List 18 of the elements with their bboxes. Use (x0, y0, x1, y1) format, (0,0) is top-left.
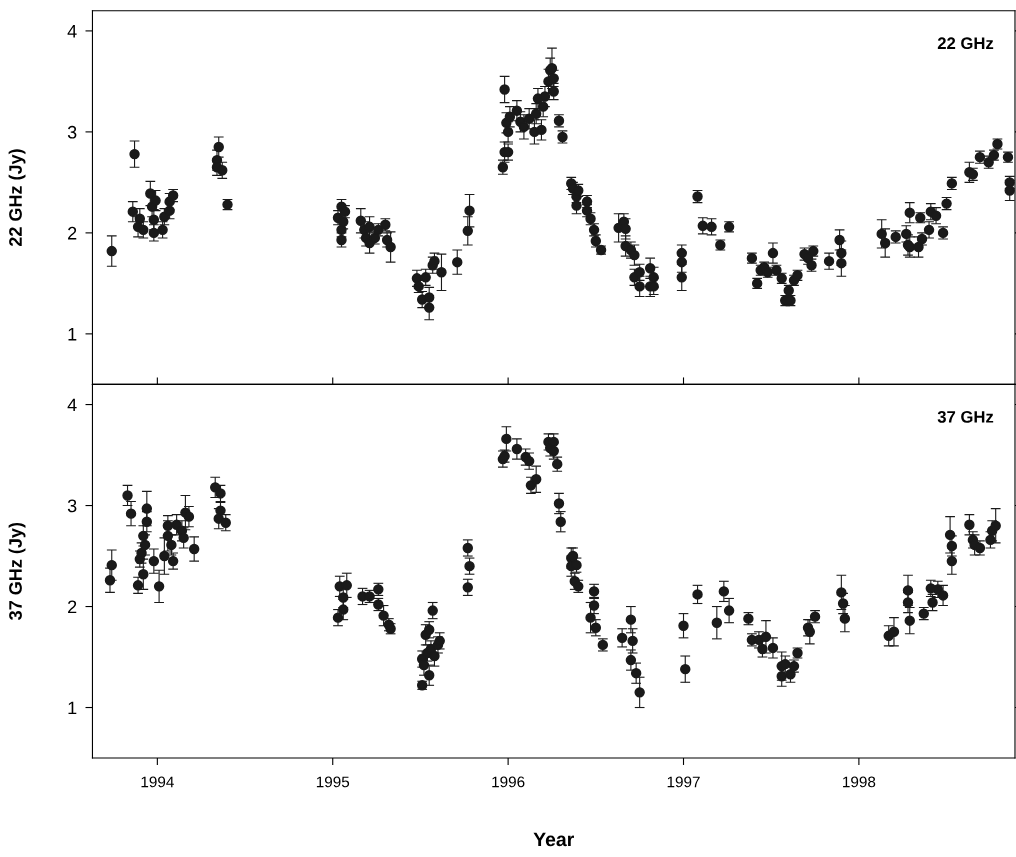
y-axis-title: 37 GHz (Jy) (8, 522, 26, 620)
y-tick-label: 4 (67, 398, 77, 412)
x-tick-label: 1994 (141, 776, 174, 788)
x-tick-label: 1996 (492, 776, 525, 788)
y-tick-label: 4 (67, 25, 77, 38)
x-tick-label: 1995 (316, 776, 350, 788)
y-tick-label: 3 (67, 499, 77, 513)
y-tick-label: 2 (68, 226, 77, 240)
y-axis-title: 22 GHz (Jy) (8, 149, 26, 247)
x-axis-title: Year (533, 832, 574, 847)
annotation: 37 GHz (937, 410, 994, 423)
annotation: 22 GHz (937, 37, 994, 50)
y-tick-label: 2 (68, 600, 77, 614)
y-tick-label: 1 (68, 701, 77, 715)
x-tick-label: 1998 (843, 776, 876, 788)
y-tick-label: 3 (67, 125, 77, 139)
y-tick-label: 1 (68, 327, 77, 341)
x-tick-label: 1997 (667, 776, 700, 788)
